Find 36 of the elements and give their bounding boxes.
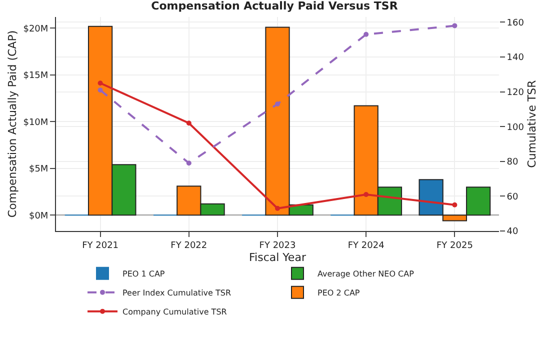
y2-tick-label: 160	[506, 18, 524, 28]
x-axis-title: Fiscal Year	[249, 250, 306, 264]
point	[186, 120, 192, 126]
point	[364, 32, 369, 37]
point	[186, 160, 192, 166]
y-axis-title: Compensation Actually Paid (CAP)	[6, 30, 19, 218]
point	[364, 192, 369, 197]
y-tick-label: $0M	[28, 211, 48, 222]
y-tick-label: $20M	[23, 24, 48, 34]
chart-title: Compensation Actually Paid Versus TSR	[151, 0, 398, 12]
x-tick-label: FY 2022	[170, 240, 208, 251]
x-tick-label: FY 2023	[259, 240, 296, 251]
point	[98, 80, 103, 86]
y2-tick-label: 140	[506, 53, 524, 64]
legend-label: Company Cumulative TSR	[122, 307, 228, 316]
y2-axis-title: Cumulative TSR	[525, 80, 538, 168]
y2-tick-label: 40	[506, 227, 519, 238]
legend-label: Peer Index Cumulative TSR	[122, 288, 232, 298]
legend-label: PEO 1 CAP	[122, 269, 165, 278]
legend-label: Average Other NEO CAP	[318, 269, 414, 278]
legend-label: PEO 2 CAP	[318, 288, 360, 298]
x-tick-label: FY 2025	[436, 240, 473, 251]
point	[452, 202, 458, 208]
y-tick-label: $5M	[28, 164, 48, 175]
y-tick-label: $15M	[23, 71, 48, 82]
point	[275, 101, 280, 106]
y2-tick-label: 100	[506, 122, 524, 133]
point	[275, 206, 280, 211]
y2-tick-label: 120	[506, 88, 524, 98]
x-tick-label: FY 2024	[348, 240, 385, 251]
y2-tick-label: 80	[506, 158, 519, 168]
x-tick-label: FY 2021	[82, 240, 119, 251]
point	[452, 23, 458, 28]
y2-tick-label: 60	[506, 192, 519, 202]
y-tick-label: $10M	[23, 118, 48, 128]
point	[98, 88, 103, 93]
